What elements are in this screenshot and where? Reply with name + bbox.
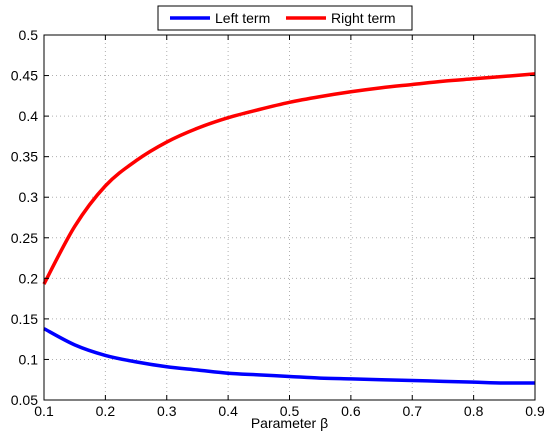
x-tick-label: 0.2 bbox=[96, 403, 116, 419]
y-tick-label: 0.2 bbox=[19, 270, 39, 286]
y-tick-labels: 0.05 0.1 0.15 0.2 0.25 0.3 0.35 0.4 0.45 0.5 bbox=[11, 27, 38, 408]
y-tick-label: 0.35 bbox=[11, 149, 38, 165]
x-tick-label: 0.3 bbox=[157, 403, 177, 419]
x-tick-labels: 0.1 0.2 0.3 0.4 0.5 0.6 0.7 0.8 0.9 bbox=[34, 403, 545, 419]
x-tick-label: 0.4 bbox=[218, 403, 238, 419]
y-tick-label: 0.1 bbox=[19, 351, 39, 367]
y-tick-label: 0.25 bbox=[11, 230, 38, 246]
right-term-line bbox=[42, 72, 536, 285]
x-tick-label: 0.5 bbox=[280, 403, 300, 419]
legend: Left term Right term bbox=[157, 5, 413, 31]
left-term-line bbox=[43, 327, 536, 385]
y-tick-label: 0.3 bbox=[19, 189, 39, 205]
y-tick-label: 0.4 bbox=[19, 108, 39, 124]
legend-label-left-term: Left term bbox=[215, 10, 270, 26]
x-tick-label: 0.1 bbox=[34, 403, 54, 419]
x-axis-label: Parameter β bbox=[251, 415, 328, 431]
series-lines bbox=[42, 72, 536, 385]
x-tick-label: 0.8 bbox=[464, 403, 484, 419]
y-tick-label: 0.5 bbox=[19, 27, 39, 43]
grid-lines bbox=[44, 35, 535, 400]
axis-ticks bbox=[43, 34, 536, 401]
x-tick-label: 0.7 bbox=[403, 403, 423, 419]
y-tick-label: 0.45 bbox=[11, 68, 38, 84]
y-tick-label: 0.15 bbox=[11, 311, 38, 327]
x-tick-label: 0.9 bbox=[525, 403, 545, 419]
y-tick-label: 0.05 bbox=[11, 392, 38, 408]
legend-label-right-term: Right term bbox=[331, 10, 396, 26]
x-tick-label: 0.6 bbox=[341, 403, 361, 419]
